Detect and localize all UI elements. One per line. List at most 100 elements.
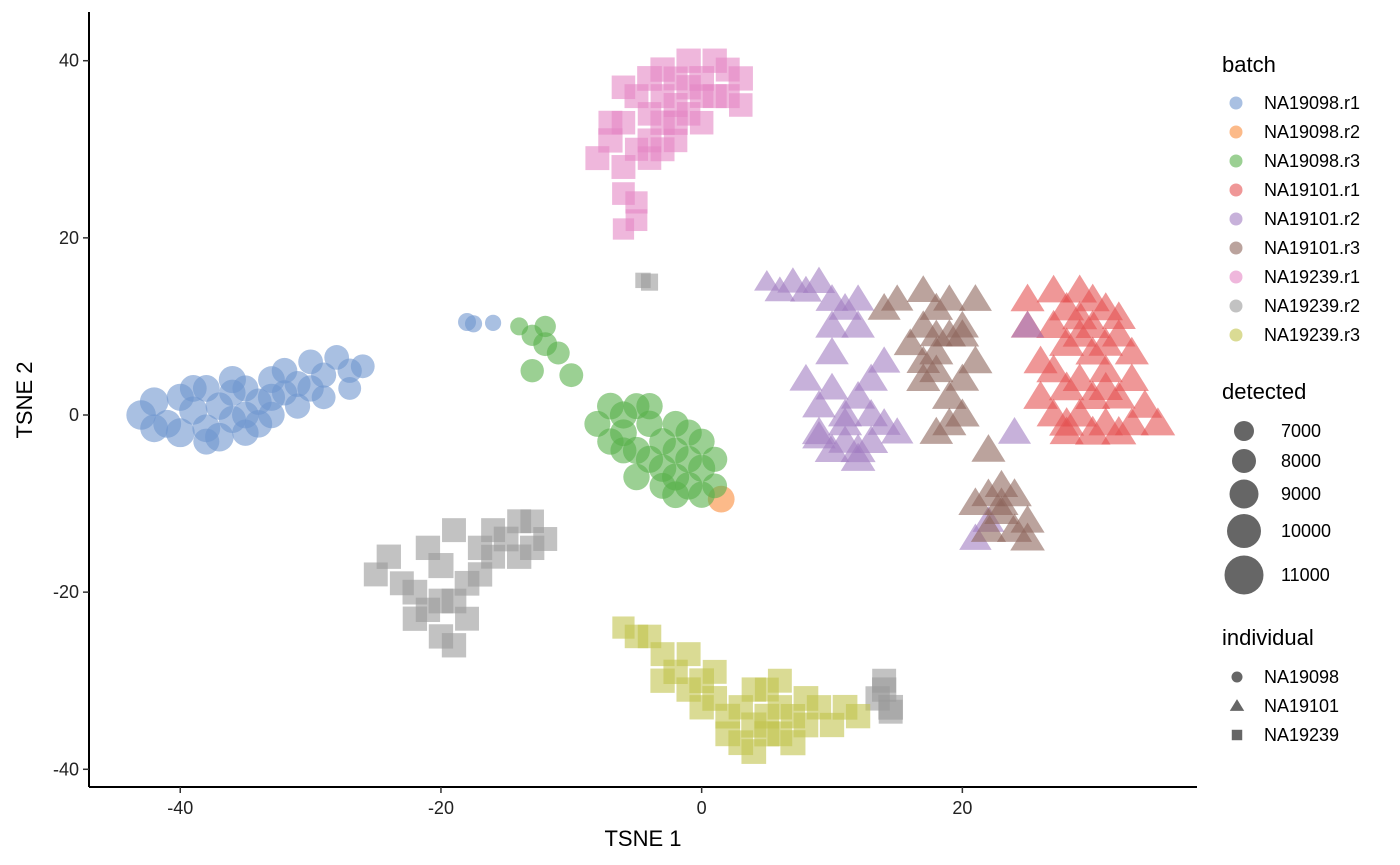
data-point — [741, 677, 766, 702]
data-point — [1114, 407, 1149, 436]
data-point — [1114, 363, 1149, 391]
data-point — [676, 48, 701, 73]
legend-shape-circle-icon — [1231, 671, 1243, 683]
data-point — [520, 509, 544, 534]
data-point — [635, 272, 651, 289]
x-tick-label: -40 — [167, 798, 193, 818]
series-NA19101.r3 — [867, 275, 1045, 551]
data-point — [815, 310, 849, 338]
legend-shape-square-icon — [1231, 729, 1243, 741]
y-axis-title: TSNE 2 — [12, 361, 37, 438]
data-point — [637, 128, 662, 153]
data-point — [218, 365, 246, 394]
data-point — [484, 314, 502, 331]
data-point — [872, 668, 897, 693]
data-point — [802, 421, 836, 449]
data-point — [1088, 354, 1123, 383]
legend-key-NA19239.r1 — [1229, 270, 1243, 284]
data-point — [815, 372, 849, 400]
legend-size-key — [1227, 514, 1261, 548]
data-point — [919, 319, 953, 347]
data-point — [1010, 522, 1045, 551]
data-point — [906, 363, 941, 391]
data-point — [1114, 336, 1149, 365]
data-point — [179, 375, 207, 402]
data-point — [958, 284, 992, 311]
data-point — [559, 363, 584, 388]
legend-label-batch: NA19098.r3 — [1264, 151, 1360, 171]
data-point — [729, 93, 753, 117]
legend-label-individual: NA19098 — [1264, 667, 1339, 687]
data-point — [546, 341, 570, 365]
legend-title-detected: detected — [1222, 379, 1306, 404]
data-point — [841, 284, 875, 311]
series-NA19101.r1 — [1010, 274, 1176, 445]
data-point — [945, 398, 980, 427]
data-point — [945, 319, 980, 347]
data-point — [984, 487, 1019, 515]
data-point — [1127, 389, 1163, 418]
data-point — [1101, 319, 1136, 347]
data-point — [688, 428, 715, 455]
data-point — [610, 437, 637, 464]
data-point — [165, 418, 195, 448]
data-point — [1023, 380, 1058, 409]
points-layer — [126, 48, 1176, 764]
data-point — [1049, 416, 1084, 445]
legend-label-individual: NA19239 — [1264, 725, 1339, 745]
data-point — [702, 446, 728, 472]
x-tick-label: 0 — [697, 798, 707, 818]
legend-size-key — [1229, 479, 1259, 509]
legend: batch NA19098.r1NA19098.r2NA19098.r3NA19… — [1222, 52, 1360, 745]
data-point — [893, 328, 927, 356]
data-point — [284, 393, 311, 419]
data-point — [1101, 301, 1136, 329]
data-point — [311, 385, 336, 410]
data-point — [854, 363, 888, 391]
data-point — [1011, 310, 1045, 338]
series-NA19239.r3 — [612, 616, 871, 764]
series-NA19239.r2 — [363, 272, 904, 724]
data-point — [841, 381, 876, 409]
legend-size-key — [1224, 555, 1264, 595]
x-ticks: -40 -20 0 20 — [167, 787, 972, 818]
legend-size-key — [1234, 421, 1254, 441]
data-point — [880, 284, 914, 311]
data-point — [702, 659, 727, 684]
legend-title-individual: individual — [1222, 625, 1314, 650]
data-point — [258, 401, 285, 429]
legend-key-NA19098.r3 — [1229, 154, 1243, 168]
legend-label-batch: NA19239.r2 — [1264, 296, 1360, 316]
data-point — [840, 433, 876, 463]
data-point — [611, 110, 636, 135]
data-point — [933, 284, 966, 311]
legend-label-detected: 8000 — [1281, 451, 1321, 471]
y-tick-label: -20 — [53, 582, 79, 602]
data-point — [481, 544, 506, 569]
legend-label-batch: NA19098.r2 — [1264, 122, 1360, 142]
data-point — [611, 75, 636, 100]
legend-label-detected: 11000 — [1281, 565, 1330, 585]
data-point — [520, 359, 544, 383]
data-point — [1036, 274, 1071, 303]
data-point — [611, 155, 636, 179]
data-point — [442, 518, 466, 543]
legend-label-batch: NA19101.r2 — [1264, 209, 1360, 229]
data-point — [140, 414, 169, 443]
x-tick-label: -20 — [428, 798, 454, 818]
legend-label-batch: NA19098.r1 — [1264, 93, 1360, 113]
data-point — [827, 407, 863, 436]
data-point — [945, 363, 980, 391]
data-point — [428, 553, 454, 579]
data-point — [997, 416, 1032, 444]
series-NA19239.r1 — [585, 48, 753, 240]
legend-key-NA19239.r2 — [1229, 299, 1243, 313]
y-tick-label: 0 — [69, 405, 79, 425]
legend-key-NA19098.r1 — [1229, 96, 1243, 110]
legend-key-NA19101.r2 — [1229, 212, 1243, 226]
data-point — [689, 110, 714, 135]
data-point — [815, 337, 849, 365]
data-point — [232, 419, 259, 446]
legend-label-detected: 7000 — [1281, 421, 1321, 441]
